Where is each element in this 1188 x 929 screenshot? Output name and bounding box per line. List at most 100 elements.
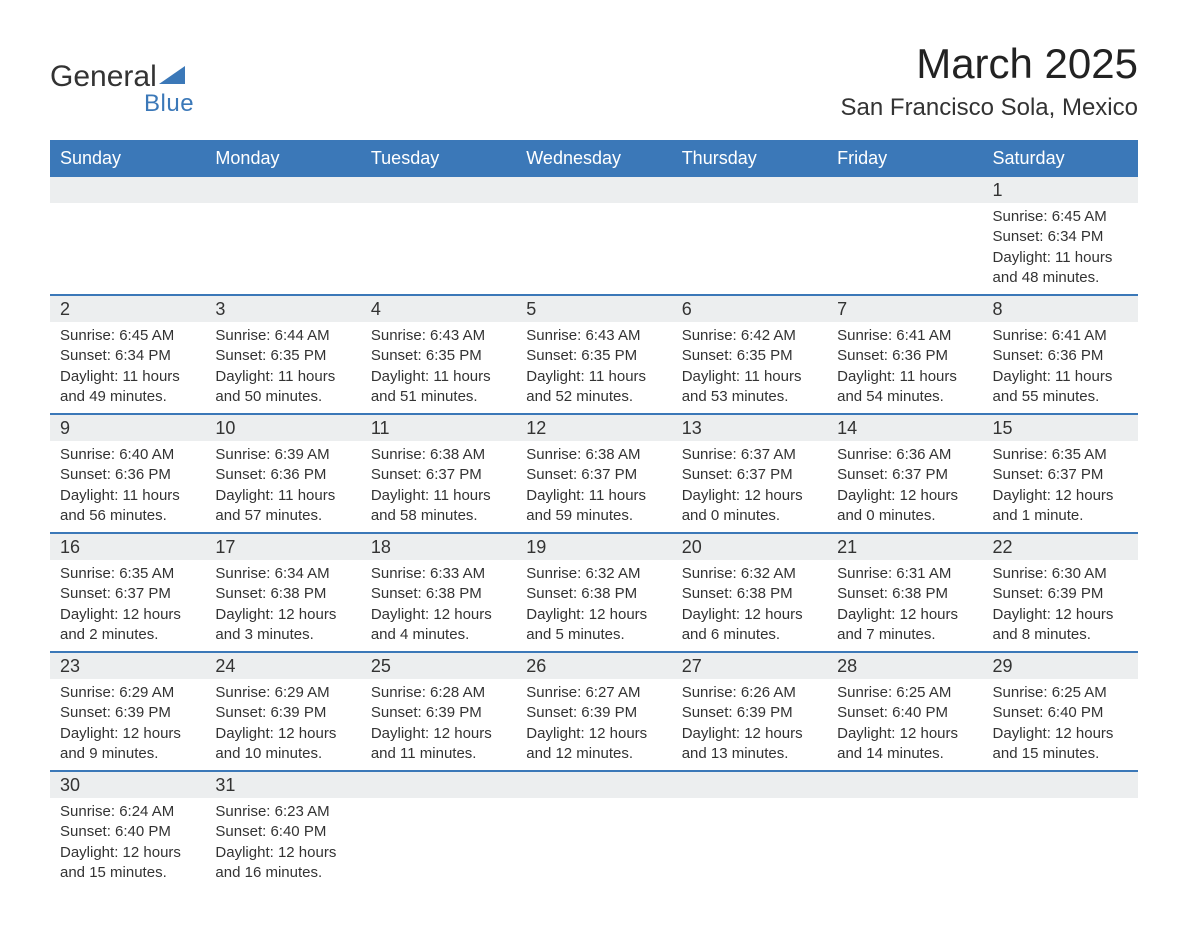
sunrise-text: Sunrise: 6:35 AM — [60, 564, 195, 584]
calendar-cell: 31Sunrise: 6:23 AMSunset: 6:40 PMDayligh… — [205, 771, 360, 889]
sunrise-text: Sunrise: 6:24 AM — [60, 802, 195, 822]
day-number: 16 — [50, 534, 205, 560]
calendar-cell: 30Sunrise: 6:24 AMSunset: 6:40 PMDayligh… — [50, 771, 205, 889]
daylight-text-1: Daylight: 12 hours — [60, 843, 195, 863]
daylight-text-1: Daylight: 11 hours — [60, 486, 195, 506]
sunrise-text: Sunrise: 6:31 AM — [837, 564, 972, 584]
sunrise-text: Sunrise: 6:37 AM — [682, 445, 817, 465]
day-number: 7 — [827, 296, 982, 322]
daylight-text-2: and 12 minutes. — [526, 744, 661, 764]
logo-word-1: General — [50, 60, 157, 94]
daylight-text-2: and 0 minutes. — [837, 506, 972, 526]
day-number: 15 — [983, 415, 1138, 441]
calendar-cell — [516, 771, 671, 889]
day-number — [516, 177, 671, 203]
daylight-text-1: Daylight: 11 hours — [682, 367, 817, 387]
daylight-text-2: and 5 minutes. — [526, 625, 661, 645]
daylight-text-1: Daylight: 12 hours — [526, 724, 661, 744]
sunset-text: Sunset: 6:34 PM — [993, 227, 1128, 247]
day-number — [50, 177, 205, 203]
day-number: 12 — [516, 415, 671, 441]
day-number — [827, 772, 982, 798]
daylight-text-1: Daylight: 11 hours — [60, 367, 195, 387]
daylight-text-2: and 48 minutes. — [993, 268, 1128, 288]
day-number: 3 — [205, 296, 360, 322]
calendar-cell: 23Sunrise: 6:29 AMSunset: 6:39 PMDayligh… — [50, 652, 205, 771]
sunrise-text: Sunrise: 6:23 AM — [215, 802, 350, 822]
day-number: 5 — [516, 296, 671, 322]
location-label: San Francisco Sola, Mexico — [841, 94, 1138, 122]
daylight-text-2: and 14 minutes. — [837, 744, 972, 764]
sunrise-text: Sunrise: 6:38 AM — [526, 445, 661, 465]
day-number: 20 — [672, 534, 827, 560]
day-number: 17 — [205, 534, 360, 560]
page-header: General Blue March 2025 San Francisco So… — [50, 40, 1138, 122]
calendar-cell — [205, 176, 360, 295]
daylight-text-1: Daylight: 12 hours — [526, 605, 661, 625]
day-body: Sunrise: 6:45 AMSunset: 6:34 PMDaylight:… — [50, 322, 205, 413]
sunset-text: Sunset: 6:36 PM — [837, 346, 972, 366]
sunset-text: Sunset: 6:35 PM — [526, 346, 661, 366]
daylight-text-2: and 10 minutes. — [215, 744, 350, 764]
sunrise-text: Sunrise: 6:30 AM — [993, 564, 1128, 584]
daylight-text-2: and 3 minutes. — [215, 625, 350, 645]
weekday-header: Saturday — [983, 141, 1138, 176]
daylight-text-1: Daylight: 12 hours — [371, 605, 506, 625]
sunrise-text: Sunrise: 6:39 AM — [215, 445, 350, 465]
calendar-cell: 18Sunrise: 6:33 AMSunset: 6:38 PMDayligh… — [361, 533, 516, 652]
day-number: 10 — [205, 415, 360, 441]
day-number — [827, 177, 982, 203]
day-number — [361, 177, 516, 203]
day-body: Sunrise: 6:32 AMSunset: 6:38 PMDaylight:… — [672, 560, 827, 651]
day-number: 27 — [672, 653, 827, 679]
day-body: Sunrise: 6:38 AMSunset: 6:37 PMDaylight:… — [361, 441, 516, 532]
sunset-text: Sunset: 6:38 PM — [526, 584, 661, 604]
daylight-text-2: and 53 minutes. — [682, 387, 817, 407]
calendar-cell — [672, 176, 827, 295]
day-number: 21 — [827, 534, 982, 560]
sunrise-text: Sunrise: 6:32 AM — [526, 564, 661, 584]
month-title: March 2025 — [841, 40, 1138, 88]
sunset-text: Sunset: 6:38 PM — [837, 584, 972, 604]
title-block: March 2025 San Francisco Sola, Mexico — [841, 40, 1138, 122]
calendar-cell — [672, 771, 827, 889]
daylight-text-1: Daylight: 11 hours — [993, 248, 1128, 268]
weekday-header: Thursday — [672, 141, 827, 176]
calendar-cell: 7Sunrise: 6:41 AMSunset: 6:36 PMDaylight… — [827, 295, 982, 414]
day-number: 22 — [983, 534, 1138, 560]
day-body: Sunrise: 6:25 AMSunset: 6:40 PMDaylight:… — [983, 679, 1138, 770]
sunrise-text: Sunrise: 6:40 AM — [60, 445, 195, 465]
day-body — [827, 203, 982, 273]
daylight-text-2: and 8 minutes. — [993, 625, 1128, 645]
sunrise-text: Sunrise: 6:27 AM — [526, 683, 661, 703]
calendar-cell: 15Sunrise: 6:35 AMSunset: 6:37 PMDayligh… — [983, 414, 1138, 533]
day-body: Sunrise: 6:45 AMSunset: 6:34 PMDaylight:… — [983, 203, 1138, 294]
day-body: Sunrise: 6:29 AMSunset: 6:39 PMDaylight:… — [50, 679, 205, 770]
day-body — [983, 798, 1138, 868]
sunset-text: Sunset: 6:38 PM — [371, 584, 506, 604]
daylight-text-1: Daylight: 12 hours — [682, 605, 817, 625]
sunset-text: Sunset: 6:39 PM — [60, 703, 195, 723]
day-number: 4 — [361, 296, 516, 322]
sunrise-text: Sunrise: 6:45 AM — [993, 207, 1128, 227]
calendar-cell: 26Sunrise: 6:27 AMSunset: 6:39 PMDayligh… — [516, 652, 671, 771]
day-number: 29 — [983, 653, 1138, 679]
daylight-text-2: and 15 minutes. — [60, 863, 195, 883]
sunrise-text: Sunrise: 6:33 AM — [371, 564, 506, 584]
sunset-text: Sunset: 6:38 PM — [682, 584, 817, 604]
calendar-cell: 8Sunrise: 6:41 AMSunset: 6:36 PMDaylight… — [983, 295, 1138, 414]
calendar-cell — [361, 771, 516, 889]
day-body: Sunrise: 6:35 AMSunset: 6:37 PMDaylight:… — [983, 441, 1138, 532]
day-body: Sunrise: 6:41 AMSunset: 6:36 PMDaylight:… — [983, 322, 1138, 413]
day-number: 31 — [205, 772, 360, 798]
daylight-text-1: Daylight: 12 hours — [215, 724, 350, 744]
day-body: Sunrise: 6:24 AMSunset: 6:40 PMDaylight:… — [50, 798, 205, 889]
daylight-text-2: and 54 minutes. — [837, 387, 972, 407]
sunset-text: Sunset: 6:34 PM — [60, 346, 195, 366]
day-body: Sunrise: 6:32 AMSunset: 6:38 PMDaylight:… — [516, 560, 671, 651]
daylight-text-2: and 50 minutes. — [215, 387, 350, 407]
day-number — [205, 177, 360, 203]
calendar-cell: 25Sunrise: 6:28 AMSunset: 6:39 PMDayligh… — [361, 652, 516, 771]
day-body: Sunrise: 6:25 AMSunset: 6:40 PMDaylight:… — [827, 679, 982, 770]
sunrise-text: Sunrise: 6:28 AM — [371, 683, 506, 703]
